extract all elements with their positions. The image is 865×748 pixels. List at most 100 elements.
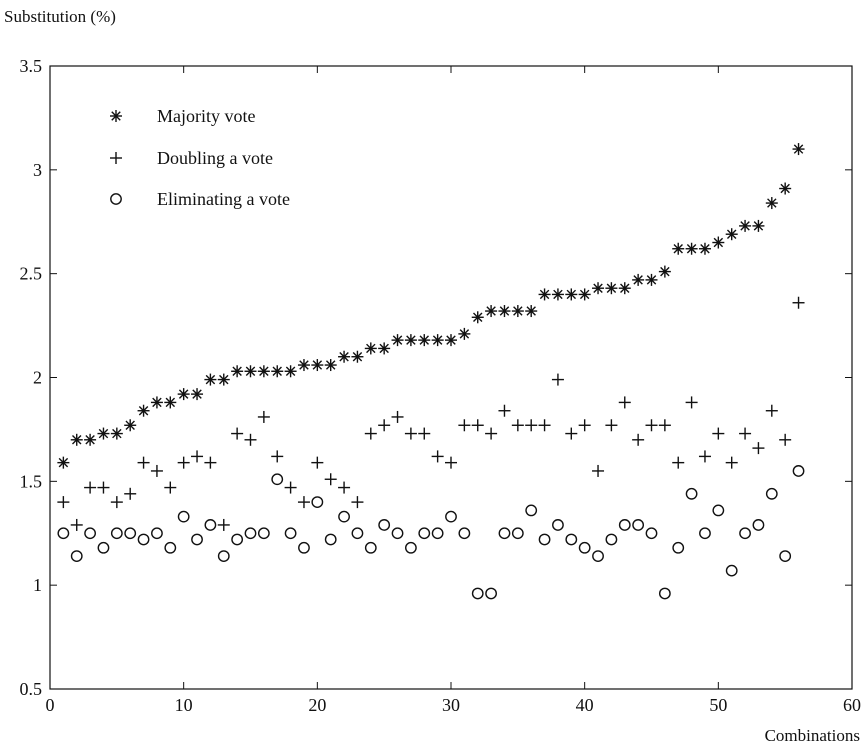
doubling-vote-point <box>231 427 244 440</box>
majority-vote-point <box>351 350 364 363</box>
eliminating-vote-point <box>578 541 591 554</box>
legend-marker-plus <box>110 152 122 164</box>
eliminating-vote-point <box>124 527 137 540</box>
eliminating-vote-point <box>257 527 270 540</box>
majority-vote-point <box>217 373 230 386</box>
legend-label: Doubling a vote <box>157 148 273 168</box>
majority-vote-point <box>658 265 671 278</box>
majority-vote-point <box>431 334 444 347</box>
eliminating-vote-point <box>110 527 123 540</box>
doubling-vote-point <box>391 410 404 423</box>
eliminating-vote-point <box>445 510 457 523</box>
doubling-vote-point <box>685 396 698 409</box>
majority-vote-point <box>765 197 778 210</box>
doubling-vote-point <box>97 481 110 494</box>
x-tick-label: 0 <box>46 695 55 715</box>
eliminating-vote-point <box>164 541 177 554</box>
eliminating-vote-point <box>792 465 805 477</box>
doubling-vote-point <box>765 404 778 417</box>
eliminating-vote-point <box>699 527 711 540</box>
eliminating-vote-point <box>84 527 97 540</box>
doubling-vote-point <box>578 419 591 432</box>
eliminating-vote-point <box>338 510 350 523</box>
data-points <box>57 143 805 600</box>
doubling-vote-point <box>404 427 417 440</box>
majority-vote-point <box>632 273 645 286</box>
eliminating-vote-point <box>618 519 631 531</box>
legend-label: Majority vote <box>157 106 255 126</box>
eliminating-vote-point <box>351 527 364 540</box>
x-axis-label: Combinations <box>765 726 860 745</box>
legend-marker-asterisk <box>110 110 122 122</box>
majority-vote-point <box>257 365 270 378</box>
majority-vote-point <box>137 404 150 417</box>
majority-vote-point <box>284 365 297 378</box>
doubling-vote-point <box>271 450 284 463</box>
eliminating-vote-point <box>244 527 257 540</box>
majority-vote-point <box>672 242 685 255</box>
majority-vote-point <box>378 342 391 355</box>
majority-vote-point <box>725 228 738 241</box>
eliminating-vote-point <box>378 519 391 531</box>
majority-vote-point <box>231 365 244 378</box>
y-axis-label: Substitution (%) <box>4 7 116 26</box>
doubling-vote-point <box>284 481 297 494</box>
doubling-vote-point <box>458 419 471 432</box>
eliminating-vote-point <box>525 504 538 517</box>
doubling-vote-point <box>658 419 671 432</box>
doubling-vote-point <box>364 427 377 440</box>
majority-vote-point <box>618 282 631 295</box>
eliminating-vote-point <box>739 527 751 540</box>
doubling-vote-point <box>191 450 204 463</box>
doubling-vote-point <box>672 456 685 469</box>
doubling-vote-point <box>618 396 631 409</box>
majority-vote-point <box>712 236 725 249</box>
eliminating-vote-point <box>151 527 163 540</box>
doubling-vote-point <box>725 456 738 469</box>
majority-vote-point <box>565 288 578 301</box>
majority-vote-point <box>297 359 310 372</box>
doubling-vote-point <box>378 419 391 432</box>
majority-vote-point <box>404 334 417 347</box>
majority-vote-point <box>698 242 711 255</box>
majority-vote-point <box>57 456 70 469</box>
eliminating-vote-point <box>97 541 110 554</box>
doubling-vote-point <box>645 419 658 432</box>
doubling-vote-point <box>57 496 70 509</box>
majority-vote-point <box>418 334 431 347</box>
doubling-vote-point <box>632 433 645 446</box>
eliminating-vote-point <box>364 541 377 554</box>
eliminating-vote-point <box>191 533 203 546</box>
eliminating-vote-point <box>271 473 284 486</box>
doubling-vote-point <box>551 373 564 386</box>
eliminating-vote-point <box>552 519 564 531</box>
doubling-vote-point <box>605 419 618 432</box>
majority-vote-point <box>471 311 484 324</box>
eliminating-vote-point <box>685 487 698 500</box>
doubling-vote-point <box>792 296 805 309</box>
majority-vote-point <box>752 219 765 232</box>
doubling-vote-point <box>324 473 337 486</box>
eliminating-vote-point <box>70 550 83 562</box>
majority-vote-point <box>592 282 605 295</box>
majority-vote-point <box>498 305 511 318</box>
doubling-vote-point <box>150 464 163 477</box>
doubling-vote-point <box>110 496 123 509</box>
doubling-vote-point <box>592 464 605 477</box>
majority-vote-point <box>525 305 538 318</box>
doubling-vote-point <box>338 481 351 494</box>
eliminating-vote-point <box>538 533 551 546</box>
majority-vote-point <box>551 288 564 301</box>
eliminating-vote-point <box>204 519 217 531</box>
eliminating-vote-point <box>471 587 484 600</box>
eliminating-vote-point <box>137 533 150 546</box>
majority-vote-point <box>391 334 404 347</box>
majority-vote-point <box>511 305 524 318</box>
doubling-vote-point <box>538 419 551 432</box>
doubling-vote-point <box>498 404 511 417</box>
doubling-vote-point <box>164 481 177 494</box>
majority-vote-point <box>445 334 457 347</box>
y-tick-label: 2 <box>33 368 42 388</box>
eliminating-vote-point <box>752 519 765 531</box>
y-tick-label: 3.5 <box>20 56 43 76</box>
